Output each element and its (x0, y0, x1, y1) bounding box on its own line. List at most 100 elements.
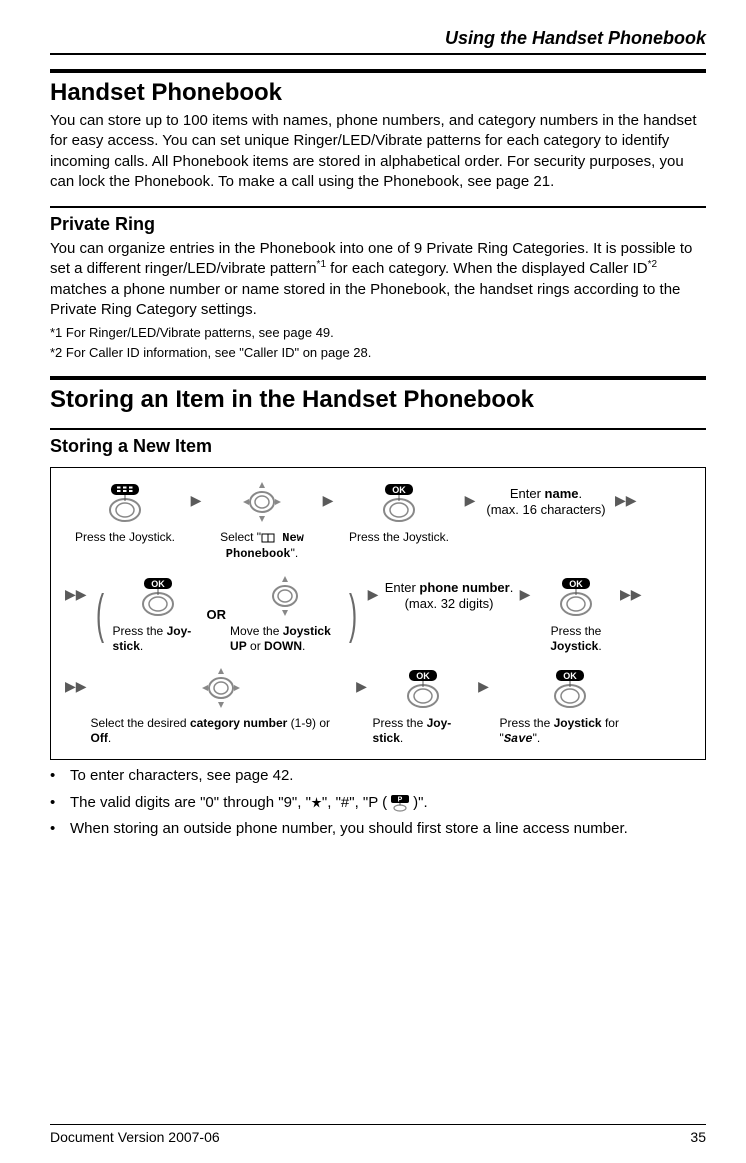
step-caption: Press the Joy-stick. (373, 716, 473, 746)
step-caption: Press the Joystick. (75, 530, 175, 545)
text: Save (504, 732, 533, 746)
footer-page-number: 35 (690, 1129, 706, 1145)
arrow-icon: ▶ (189, 480, 203, 520)
text: category number (190, 716, 287, 730)
step-caption: Press the Joystick for "Save". (500, 716, 640, 747)
arrow-double-icon: ▶▶ (65, 574, 87, 614)
flow-row-2: ▶▶ ( OK Press the Joy-stick. OR (65, 574, 691, 654)
text: Press the (113, 624, 167, 638)
bullet-text: The valid digits are "0" through "9", ""… (70, 793, 428, 813)
step-press-joystick-ok-2: OK Press the Joy-stick. (113, 574, 203, 654)
step-press-joystick-save: OK Press the Joystick for "Save". (495, 666, 645, 747)
divider (50, 206, 706, 208)
text: matches a phone number or name stored in… (50, 281, 680, 318)
arrow-icon: ▶ (477, 666, 491, 706)
text: . (579, 486, 583, 501)
arrow-icon: ▶ (463, 480, 477, 520)
footnote-ref: *1 (317, 259, 326, 270)
footer-left: Document Version 2007-06 (50, 1129, 220, 1145)
arrow-double-icon: ▶▶ (620, 574, 642, 614)
bullet-text: To enter characters, see page 42. (70, 766, 293, 786)
text: Press the (551, 624, 602, 638)
divider (50, 69, 706, 73)
text: or (247, 639, 264, 653)
divider (50, 428, 706, 430)
joystick-menu-icon (97, 480, 153, 524)
flow-diagram: Press the Joystick. ▶ Select " New Phone… (50, 467, 706, 760)
text: . (140, 639, 143, 653)
or-label: OR (207, 592, 227, 636)
text: Off (91, 731, 108, 745)
step-caption: Enter phone number. (max. 32 digits) (385, 574, 514, 618)
text: (max. 16 characters) (486, 502, 605, 517)
flow-row-1: Press the Joystick. ▶ Select " New Phone… (65, 480, 691, 562)
paren-left-icon: ( (95, 592, 103, 636)
joystick-updown-icon (262, 574, 308, 618)
text: Press the Joystick. (75, 530, 175, 544)
step-press-joystick-ok-3: OK Press the Joystick. (536, 574, 616, 654)
bullet-text: When storing an outside phone number, yo… (70, 819, 628, 839)
svg-text:OK: OK (569, 579, 583, 589)
svg-text:OK: OK (416, 671, 430, 681)
text: name (545, 486, 579, 501)
section-body: You can organize entries in the Phoneboo… (50, 239, 706, 320)
text: Press the (373, 716, 427, 730)
bullet-icon: • (50, 819, 70, 839)
joystick-ok-icon: OK (548, 574, 604, 618)
text: . (598, 639, 601, 653)
text: ". (291, 546, 299, 560)
svg-text:P: P (398, 796, 403, 803)
text: phone number (419, 580, 509, 595)
step-press-joystick-menu: Press the Joystick. (65, 480, 185, 545)
step-caption: Enter name.(max. 16 characters) (486, 480, 605, 524)
footnote-ref: *2 (648, 259, 657, 270)
text: for each category. When the displayed Ca… (326, 260, 648, 277)
phonebook-small-icon (261, 533, 275, 543)
svg-text:OK: OK (563, 671, 577, 681)
text: . (302, 639, 305, 653)
section-title-private-ring: Private Ring (50, 214, 706, 235)
text: Press the Joystick. (349, 530, 449, 544)
bullet-item: • When storing an outside phone number, … (50, 819, 706, 839)
text: The valid digits are "0" through "9", " (70, 794, 311, 811)
joystick-ok-icon: OK (395, 666, 451, 710)
section-title-handset-phonebook: Handset Phonebook (50, 79, 706, 107)
joystick-ok-icon: OK (371, 480, 427, 524)
text: Select " (220, 530, 261, 544)
text: Joystick (550, 639, 598, 653)
text: )". (413, 794, 428, 811)
text: DOWN (264, 639, 302, 653)
text: Enter (510, 486, 545, 501)
text: Select the desired (91, 716, 190, 730)
step-press-joystick-ok: OK Press the Joystick. (339, 480, 459, 545)
text: (max. 32 digits) (405, 596, 494, 611)
svg-text:OK: OK (392, 485, 406, 495)
page-footer: Document Version 2007-06 35 (50, 1124, 706, 1145)
paren-right-icon: ) (349, 592, 357, 636)
section-title-storing-new-item: Storing a New Item (50, 436, 706, 457)
text: . (510, 580, 514, 595)
arrow-icon: ▶ (366, 574, 380, 614)
page-header: Using the Handset Phonebook (50, 28, 706, 55)
step-caption: Press the Joy-stick. (113, 624, 203, 654)
text: ". (533, 731, 541, 745)
arrow-icon: ▶ (321, 480, 335, 520)
step-caption: Press the Joystick. (349, 530, 449, 545)
joystick-ok-icon: OK (130, 574, 186, 618)
pause-key-icon: P (387, 794, 413, 812)
step-caption: Press the Joystick. (536, 624, 616, 654)
text: Press the (500, 716, 554, 730)
arrow-double-icon: ▶▶ (615, 480, 637, 520)
joystick-4way-icon (198, 666, 244, 710)
joystick-4way-icon (239, 480, 285, 524)
step-enter-name: Enter name.(max. 16 characters) (481, 480, 611, 524)
step-caption: Move the Joystick UP or DOWN. (230, 624, 340, 654)
svg-text:OK: OK (151, 579, 165, 589)
step-caption: Select " New Phonebook". (207, 530, 317, 562)
step-select-category: Select the desired category number (1-9)… (91, 666, 351, 746)
arrow-icon: ▶ (355, 666, 369, 706)
bullet-icon: • (50, 766, 70, 786)
text: Enter (385, 580, 420, 595)
bullet-item: • To enter characters, see page 42. (50, 766, 706, 786)
arrow-icon: ▶ (518, 574, 532, 614)
